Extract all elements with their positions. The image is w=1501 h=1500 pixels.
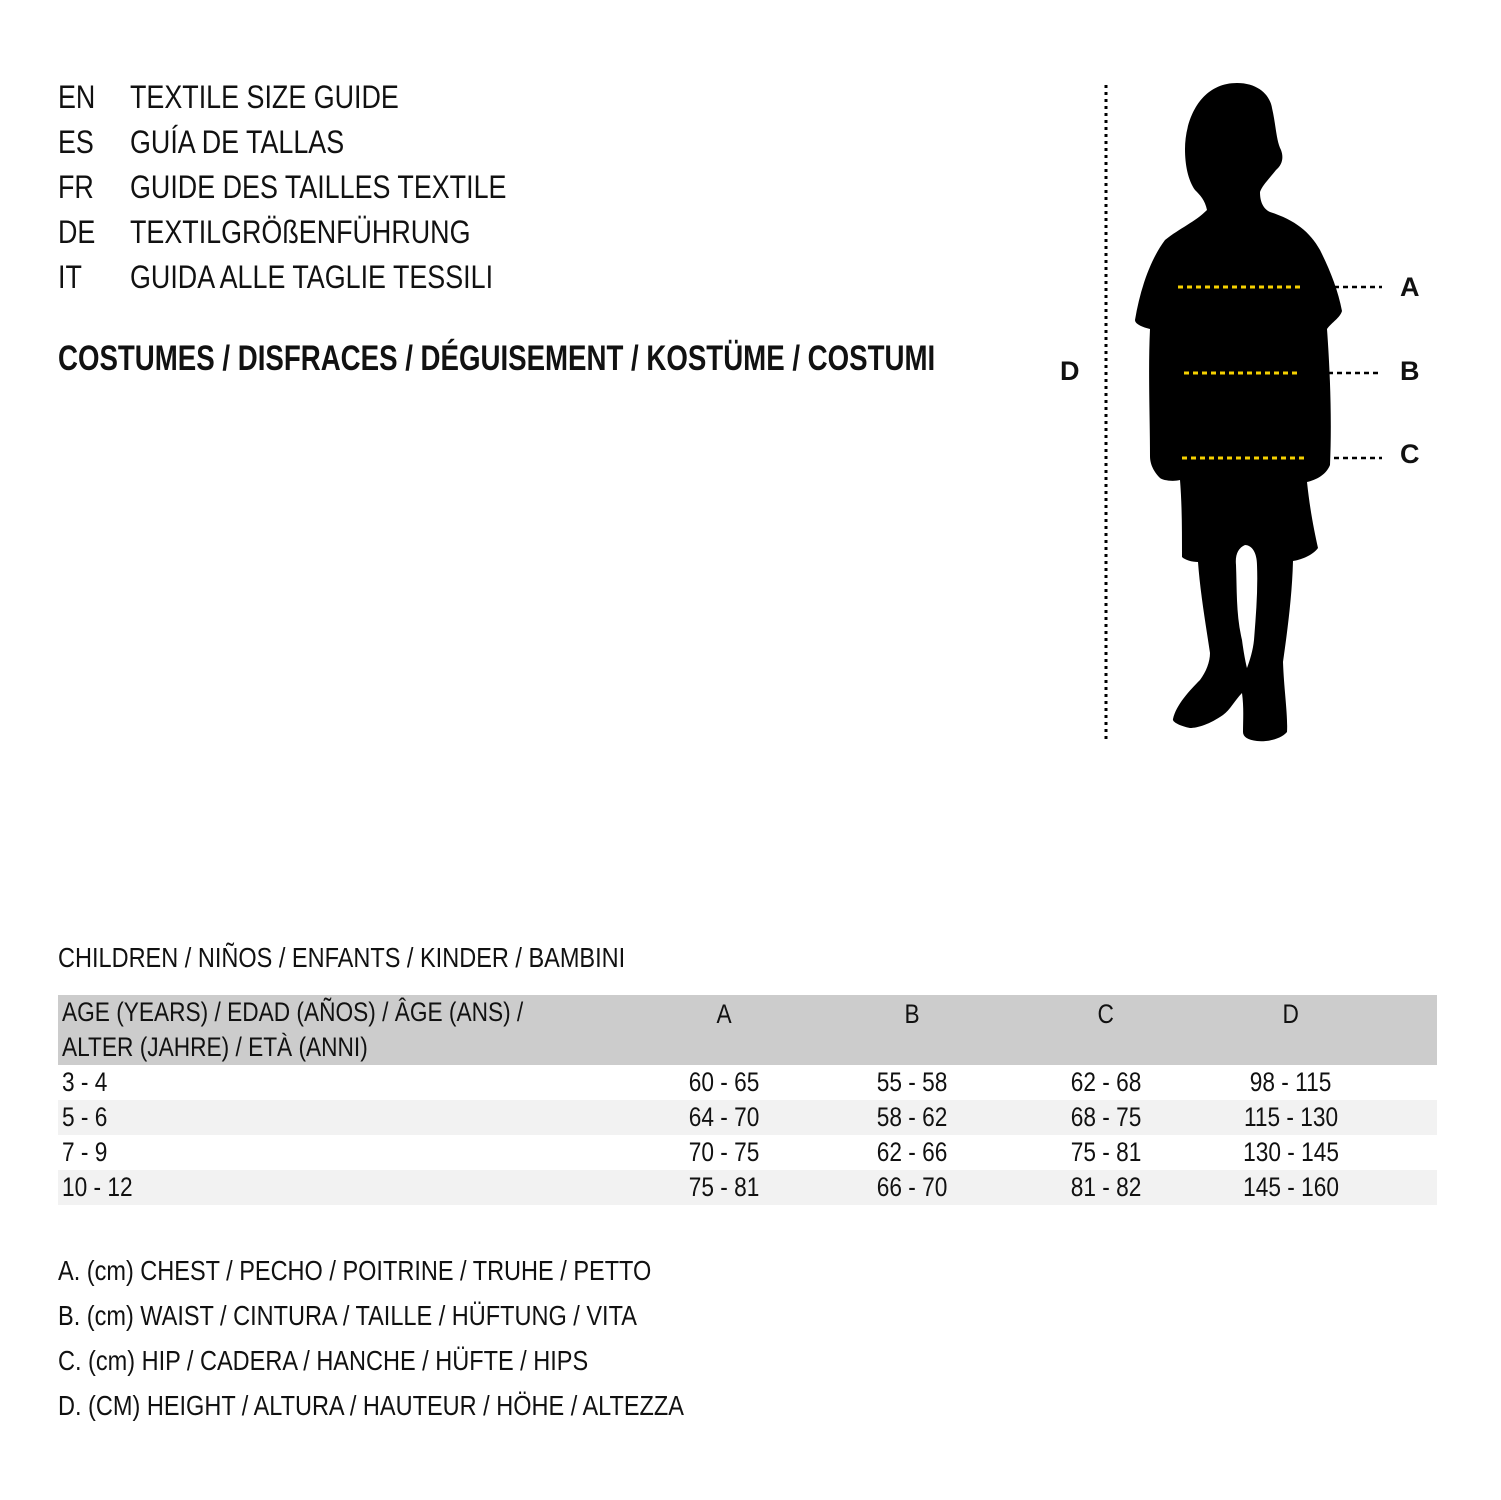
header-a: A bbox=[624, 995, 824, 1033]
cell-c-text: 81 - 82 bbox=[1070, 1172, 1142, 1202]
cell-c-text: 75 - 81 bbox=[1070, 1137, 1142, 1167]
cell-c-text: 68 - 75 bbox=[1070, 1102, 1142, 1132]
cell-d: 115 - 130 bbox=[1191, 1100, 1391, 1135]
cell-d-text: 145 - 160 bbox=[1243, 1172, 1339, 1202]
cell-age-text: 3 - 4 bbox=[62, 1067, 108, 1097]
label-d: D bbox=[1060, 356, 1080, 386]
cell-c: 68 - 75 bbox=[1006, 1100, 1206, 1135]
legend-item-a: A. (cm) CHEST / PECHO / POITRINE / TRUHE… bbox=[58, 1248, 803, 1293]
header-d: D bbox=[1191, 995, 1391, 1033]
cell-d: 130 - 145 bbox=[1191, 1135, 1391, 1170]
header-c-text: C bbox=[1097, 999, 1115, 1029]
child-silhouette bbox=[1135, 83, 1342, 742]
title-text: GUÍA DE TALLAS bbox=[130, 124, 345, 160]
cell-age-text: 5 - 6 bbox=[62, 1102, 108, 1132]
cell-d-text: 115 - 130 bbox=[1243, 1102, 1339, 1132]
table-row: 5 - 6 64 - 70 58 - 62 68 - 75 115 - 130 bbox=[58, 1100, 1437, 1135]
category-heading: COSTUMES / DISFRACES / DÉGUISEMENT / KOS… bbox=[58, 336, 1168, 381]
section-title-text: CHILDREN / NIÑOS / ENFANTS / KINDER / BA… bbox=[58, 942, 626, 973]
header-d-text: D bbox=[1282, 999, 1300, 1029]
legend-text: A. (cm) CHEST / PECHO / POITRINE / TRUHE… bbox=[58, 1255, 652, 1286]
header-c: C bbox=[1006, 995, 1206, 1033]
cell-a-text: 60 - 65 bbox=[688, 1067, 760, 1097]
cell-b: 58 - 62 bbox=[812, 1100, 1012, 1135]
title-text: GUIDE DES TAILLES TEXTILE bbox=[130, 169, 507, 205]
cell-d-text: 130 - 145 bbox=[1243, 1137, 1339, 1167]
child-silhouette-diagram bbox=[1104, 83, 1382, 742]
category-text: COSTUMES / DISFRACES / DÉGUISEMENT / KOS… bbox=[58, 339, 936, 378]
lang-code: FR bbox=[58, 169, 94, 205]
cell-b-text: 58 - 62 bbox=[876, 1102, 948, 1132]
cell-a: 60 - 65 bbox=[624, 1065, 824, 1100]
cell-c-text: 62 - 68 bbox=[1070, 1067, 1142, 1097]
size-table: AGE (YEARS) / EDAD (AÑOS) / ÂGE (ANS) / … bbox=[58, 995, 1437, 1205]
legend-text: D. (CM) HEIGHT / ALTURA / HAUTEUR / HÖHE… bbox=[58, 1390, 684, 1421]
legend-text: C. (cm) HIP / CADERA / HANCHE / HÜFTE / … bbox=[58, 1345, 589, 1376]
cell-age: 3 - 4 bbox=[62, 1065, 116, 1100]
cell-age: 5 - 6 bbox=[62, 1100, 116, 1135]
cell-a-text: 64 - 70 bbox=[688, 1102, 760, 1132]
legend-text: B. (cm) WAIST / CINTURA / TAILLE / HÜFTU… bbox=[58, 1300, 637, 1331]
lang-code: DE bbox=[58, 214, 96, 250]
header-a-text: A bbox=[716, 999, 732, 1029]
cell-b-text: 66 - 70 bbox=[876, 1172, 948, 1202]
title-text: TEXTILE SIZE GUIDE bbox=[130, 79, 399, 115]
title-text: TEXTILGRÖßENFÜHRUNG bbox=[130, 214, 471, 250]
cell-c: 62 - 68 bbox=[1006, 1065, 1206, 1100]
cell-age: 10 - 12 bbox=[62, 1170, 146, 1205]
cell-d-text: 98 - 115 bbox=[1250, 1067, 1332, 1097]
measurement-legend: A. (cm) CHEST / PECHO / POITRINE / TRUHE… bbox=[58, 1248, 803, 1428]
cell-a: 70 - 75 bbox=[624, 1135, 824, 1170]
cell-b: 55 - 58 bbox=[812, 1065, 1012, 1100]
cell-a: 64 - 70 bbox=[624, 1100, 824, 1135]
title-text: GUIDA ALLE TAGLIE TESSILI bbox=[130, 259, 494, 295]
cell-a: 75 - 81 bbox=[624, 1170, 824, 1205]
cell-b: 62 - 66 bbox=[812, 1135, 1012, 1170]
lang-code: ES bbox=[58, 124, 94, 160]
table-row: 7 - 9 70 - 75 62 - 66 75 - 81 130 - 145 bbox=[58, 1135, 1437, 1170]
cell-d: 98 - 115 bbox=[1191, 1065, 1391, 1100]
table-header: AGE (YEARS) / EDAD (AÑOS) / ÂGE (ANS) / … bbox=[58, 995, 1437, 1065]
legend-item-c: C. (cm) HIP / CADERA / HANCHE / HÜFTE / … bbox=[58, 1338, 803, 1383]
table-row: 3 - 4 60 - 65 55 - 58 62 - 68 98 - 115 bbox=[58, 1065, 1437, 1100]
cell-a-text: 70 - 75 bbox=[688, 1137, 760, 1167]
legend-item-b: B. (cm) WAIST / CINTURA / TAILLE / HÜFTU… bbox=[58, 1293, 803, 1338]
cell-b-text: 62 - 66 bbox=[876, 1137, 948, 1167]
header-b: B bbox=[812, 995, 1012, 1033]
label-a: A bbox=[1400, 272, 1420, 302]
label-b: B bbox=[1400, 356, 1420, 386]
cell-b-text: 55 - 58 bbox=[876, 1067, 948, 1097]
cell-c: 81 - 82 bbox=[1006, 1170, 1206, 1205]
header-b-text: B bbox=[904, 999, 920, 1029]
cell-age-text: 7 - 9 bbox=[62, 1137, 108, 1167]
header-age: AGE (YEARS) / EDAD (AÑOS) / ÂGE (ANS) / … bbox=[62, 995, 611, 1065]
label-c: C bbox=[1400, 439, 1420, 469]
cell-b: 66 - 70 bbox=[812, 1170, 1012, 1205]
legend-item-d: D. (CM) HEIGHT / ALTURA / HAUTEUR / HÖHE… bbox=[58, 1383, 803, 1428]
lang-code: EN bbox=[58, 79, 96, 115]
cell-age: 7 - 9 bbox=[62, 1135, 116, 1170]
header-age-line1: AGE (YEARS) / EDAD (AÑOS) / ÂGE (ANS) / bbox=[62, 997, 524, 1027]
table-row: 10 - 12 75 - 81 66 - 70 81 - 82 145 - 160 bbox=[58, 1170, 1437, 1205]
cell-a-text: 75 - 81 bbox=[688, 1172, 760, 1202]
cell-age-text: 10 - 12 bbox=[62, 1172, 133, 1202]
cell-d: 145 - 160 bbox=[1191, 1170, 1391, 1205]
lang-code: IT bbox=[58, 259, 82, 295]
section-title: CHILDREN / NIÑOS / ENFANTS / KINDER / BA… bbox=[58, 938, 733, 978]
cell-c: 75 - 81 bbox=[1006, 1135, 1206, 1170]
header-age-line2: ALTER (JAHRE) / ETÀ (ANNI) bbox=[62, 1032, 368, 1062]
